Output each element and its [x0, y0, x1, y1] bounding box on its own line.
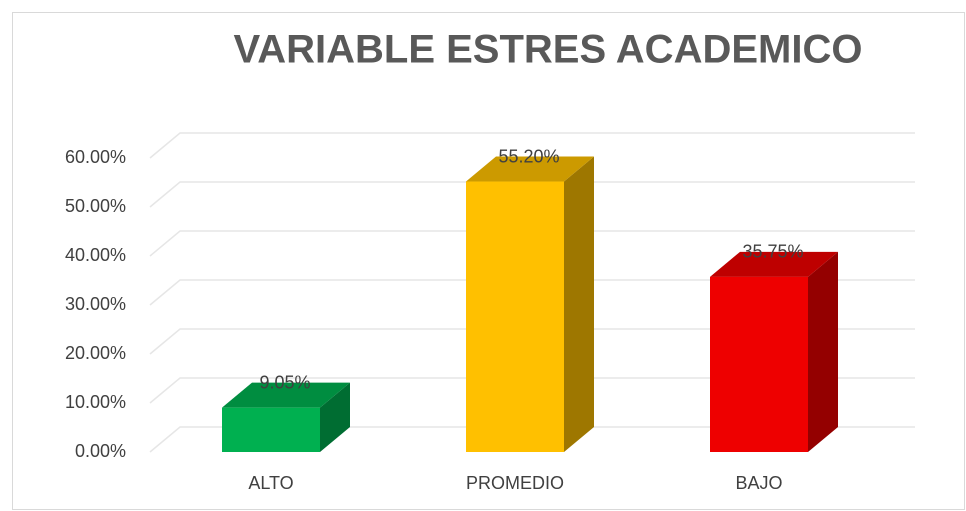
y-tick-label: 60.00% [65, 147, 126, 167]
y-tick-label: 50.00% [65, 196, 126, 216]
bar-side [320, 382, 350, 452]
bar-side [564, 156, 594, 452]
grid-line [149, 426, 915, 453]
grid-line [149, 377, 915, 404]
x-tick-label: ALTO [248, 473, 293, 493]
grid-line [149, 328, 915, 355]
grid-line [149, 230, 915, 257]
y-tick-label: 20.00% [65, 343, 126, 363]
bar [222, 407, 320, 452]
bar-side [808, 251, 838, 452]
x-tick-label: BAJO [735, 473, 782, 493]
y-tick-label: 10.00% [65, 392, 126, 412]
bar [710, 276, 808, 452]
grid-line [149, 132, 915, 159]
bar-top [222, 382, 350, 408]
data-label: 9.05% [259, 372, 310, 392]
y-tick-label: 30.00% [65, 294, 126, 314]
chart-title: VARIABLE ESTRES ACADEMICO [234, 28, 863, 72]
bar-top [710, 251, 838, 277]
grid-line [149, 181, 915, 208]
grid-line [149, 279, 915, 306]
y-tick-label: 40.00% [65, 245, 126, 265]
data-label: 55.20% [498, 146, 559, 166]
y-tick-label: 0.00% [75, 441, 126, 461]
bar-top [466, 156, 594, 182]
x-tick-label: PROMEDIO [466, 473, 564, 493]
bar [466, 181, 564, 452]
data-label: 35.75% [742, 242, 803, 262]
